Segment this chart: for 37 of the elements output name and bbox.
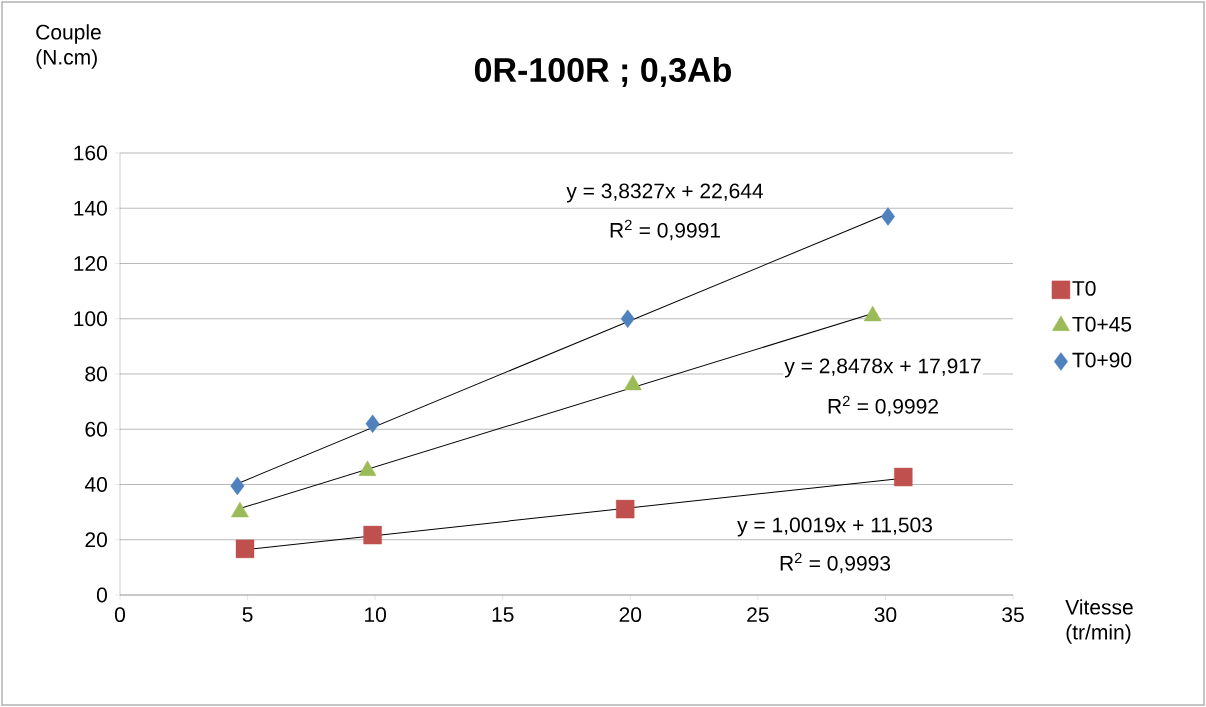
legend-label: T0 [1072,280,1096,296]
point [365,414,380,433]
y-axis-title: Couple (N.cm) [36,24,101,69]
x-axis-title: Vitesse (tr/min) [1065,599,1133,644]
point [363,525,382,545]
x-tick-label: 25 [747,607,769,623]
x-tick-label: 15 [492,607,514,622]
y-tick-label: 100 [74,311,107,327]
annotation: y = 2,8478x + 17,917 [784,358,981,378]
point [230,476,245,496]
point [894,467,913,487]
legend-label: T0+90 [1072,352,1132,368]
x-tick-label: 10 [365,607,386,623]
chart-title: 0R-100R ; 0,3Ab [474,57,731,87]
x-tick-label: 35 [1002,607,1024,623]
x-tick-label: 20 [619,607,642,623]
annotation: R$^{2}$ = 0,9993 [780,552,891,574]
x-tick-label: 0 [114,607,126,623]
y-tick-label: 80 [85,366,107,382]
point [620,309,635,328]
y-tick-label: 40 [84,477,107,492]
y-tick-label: 60 [85,421,107,437]
y-tick-label: 120 [74,256,107,271]
y-tick-label: 140 [74,200,107,216]
y-tick-label: 160 [74,145,107,161]
x-tick-label: 30 [874,607,897,623]
annotation: y = 1,0019x + 11,503 [737,517,932,537]
annotation: R$^{2}$ = 0,9992 [828,395,938,417]
point [615,499,635,519]
point [235,539,255,559]
legend-label: T0+45 [1072,316,1132,332]
x-tick-label: 5 [242,607,253,622]
y-tick-label: 20 [85,532,107,548]
y-tick-label: 0 [96,587,107,603]
annotation: R$^{2}$ = 0,9991 [610,219,720,241]
point [881,207,895,226]
annotation: y = 3,8327x + 22,644 [566,183,764,203]
